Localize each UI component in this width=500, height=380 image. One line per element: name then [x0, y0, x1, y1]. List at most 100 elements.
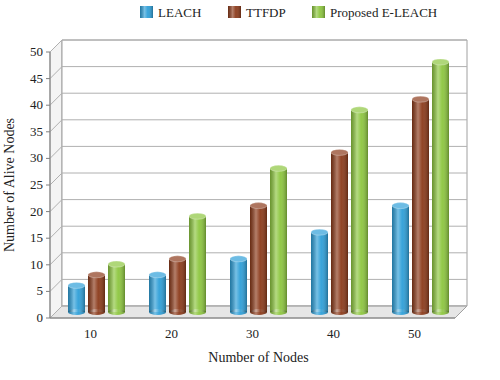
category-label: 20 [165, 326, 178, 341]
bar-cap [68, 282, 85, 288]
bar-base-shade [230, 309, 247, 315]
bar-body [331, 152, 348, 312]
bar-shade [169, 259, 186, 312]
tick-mark [46, 238, 50, 239]
legend-swatch-shade [228, 6, 241, 18]
bar-base-shade [392, 309, 409, 315]
bar-body [270, 168, 287, 312]
bar-shade [270, 168, 287, 312]
bar-base-shade [169, 309, 186, 315]
legend-swatch [140, 6, 153, 18]
grid-line-side [50, 279, 62, 291]
bar-base-shade [250, 309, 267, 315]
grid-line [62, 173, 467, 174]
bar-cap-shine [230, 256, 247, 262]
bar-cap [432, 59, 449, 65]
grid-line-side [50, 226, 62, 238]
bar-cap [108, 261, 125, 267]
grid-line-side [50, 146, 62, 158]
legend-swatch [312, 6, 325, 18]
bar-body [412, 99, 429, 312]
bar-body [432, 62, 449, 312]
bar-base-shade [149, 309, 166, 315]
bar-body [149, 275, 166, 312]
bar-base [230, 309, 247, 315]
category-label: 10 [84, 326, 97, 341]
legend-label: LEACH [158, 5, 201, 20]
bar-cap-shine [149, 272, 166, 278]
bar-base-shade [68, 309, 85, 315]
bar [108, 261, 125, 315]
bar [412, 96, 429, 315]
tick-mark [46, 264, 50, 265]
bar-base-shade [311, 309, 328, 315]
bar-cap-shine [88, 272, 105, 278]
bar-cap-shine [392, 203, 409, 209]
bar-body [351, 110, 368, 312]
tick-mark [46, 52, 50, 53]
bar-shade [68, 285, 85, 312]
bar [149, 272, 166, 315]
grid-line-side [50, 173, 62, 185]
bar-shade [351, 110, 368, 312]
bar-shade [392, 206, 409, 312]
grid-line-side [50, 67, 62, 79]
bar [250, 203, 267, 315]
category-label: 40 [327, 326, 340, 341]
bar [432, 59, 449, 315]
bar-cap-shine [68, 282, 85, 288]
bar-base [68, 309, 85, 315]
bar-body [88, 275, 105, 312]
bar-body [392, 206, 409, 312]
grid-line [62, 40, 467, 41]
bar [311, 229, 328, 315]
bar-base [311, 309, 328, 315]
bar [88, 272, 105, 315]
y-axis-title: Number of Alive Nodes [2, 118, 17, 252]
x-axis [50, 318, 455, 319]
bar-base-shade [189, 309, 206, 315]
bar-base [432, 309, 449, 315]
bar-cap-shine [250, 203, 267, 209]
bar-base [149, 309, 166, 315]
bar-cap-shine [169, 256, 186, 262]
bar-base-shade [432, 309, 449, 315]
tick-label: 40 [30, 97, 43, 112]
legend: LEACHTTFDPProposed E-LEACH [140, 5, 437, 20]
bar-cap-shine [270, 165, 287, 171]
tick-mark [46, 211, 50, 212]
grid-line-side [50, 253, 62, 265]
bar-shade [189, 216, 206, 312]
bar-cap [331, 149, 348, 155]
bar-base [331, 309, 348, 315]
bar [392, 203, 409, 315]
bar-base-shade [351, 309, 368, 315]
bar-cap [88, 272, 105, 278]
bars [68, 59, 449, 315]
category-label: 30 [246, 326, 259, 341]
legend-swatch [228, 6, 241, 18]
bar-base [88, 309, 105, 315]
bar-shade [88, 275, 105, 312]
chart: 051015202530354045501020304050Number of … [0, 0, 500, 380]
bar-base-shade [331, 309, 348, 315]
grid-line-side [50, 93, 62, 105]
grid-line [62, 146, 467, 147]
bar-cap [250, 203, 267, 209]
grid-line-side [50, 40, 62, 52]
grid-line-side [50, 306, 62, 318]
y-axis [50, 52, 51, 318]
tick-label: 15 [30, 230, 43, 245]
bar-cap [351, 107, 368, 113]
bar-body [68, 285, 85, 312]
tick-label: 0 [37, 310, 44, 325]
bar [331, 149, 348, 315]
grid-line [62, 119, 467, 120]
bar-cap [311, 229, 328, 235]
bar-body [108, 264, 125, 312]
bar [351, 107, 368, 315]
bar-base-shade [412, 309, 429, 315]
bar-body [250, 206, 267, 312]
grid-line [62, 93, 467, 94]
side-wall [50, 40, 62, 318]
